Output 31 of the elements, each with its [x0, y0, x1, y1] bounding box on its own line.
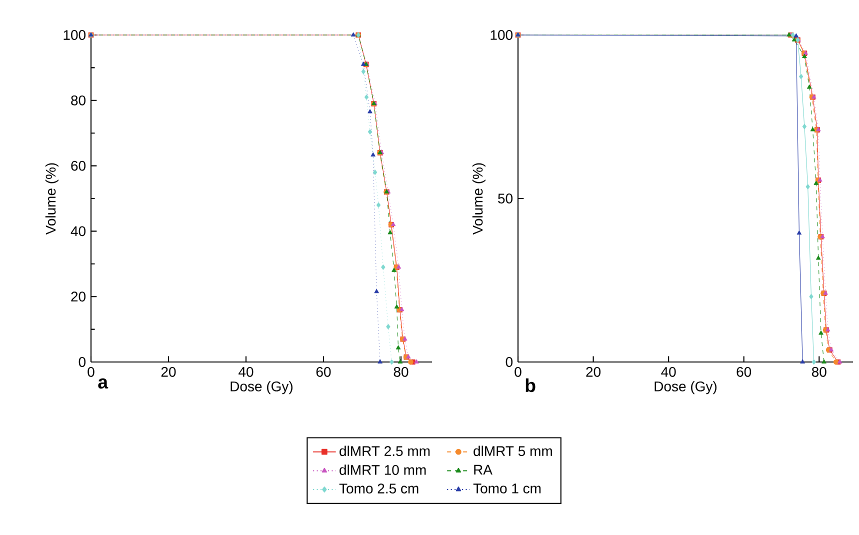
legend-label: dlMRT 5 mm [474, 446, 552, 456]
text: a [98, 378, 108, 389]
y-tick-label: 0 [78, 357, 86, 367]
x-tick-label: 20 [161, 366, 176, 377]
x-tick-label: 0 [88, 366, 94, 377]
y-tick-label: 20 [71, 292, 86, 302]
x-tick-label: 20 [586, 366, 601, 377]
legend-label: dlMRT 2.5 mm [340, 446, 430, 456]
y-tick-label: 80 [71, 95, 86, 106]
legend-label: Tomo 2.5 cm [339, 484, 418, 494]
y-tick-label: 0 [506, 357, 513, 367]
y-tick-label: 50 [498, 194, 513, 204]
x-tick-label: 80 [394, 366, 408, 377]
x-tick-label: 80 [812, 366, 826, 377]
x-tick-label: 0 [514, 366, 522, 377]
y-axis-title: Volume (%) [45, 163, 58, 235]
x-tick-label: 60 [316, 366, 331, 377]
text: b [526, 378, 536, 392]
y-tick-label: 60 [71, 160, 86, 171]
legend-label: Tomo 1 cm [473, 484, 541, 494]
y-axis-title: Volume (%) [472, 163, 486, 235]
y-tick-label: 100 [64, 30, 86, 40]
x-axis-title: Dose (Gy) [654, 381, 717, 394]
legend-label: RA [474, 464, 492, 475]
y-tick-label: 40 [70, 226, 86, 236]
legend-label: dlMRT 10 mm [340, 464, 426, 475]
x-tick-label: 40 [661, 366, 676, 377]
y-tick-label: 100 [490, 30, 513, 40]
x-tick-label: 60 [736, 366, 752, 377]
x-tick-label: 40 [238, 366, 254, 377]
x-axis-title: Dose (Gy) [230, 381, 292, 394]
